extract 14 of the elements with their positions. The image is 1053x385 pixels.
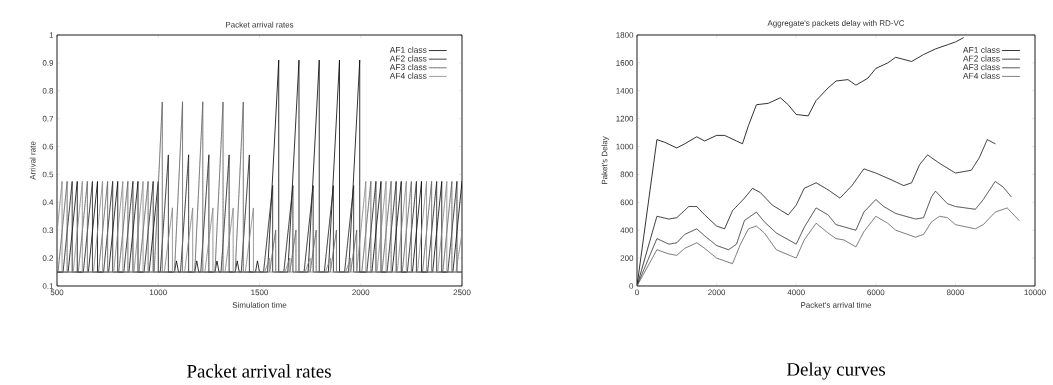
legend-label: AF3 class [389,63,427,71]
line-series [637,207,1020,286]
line-series [637,181,1012,286]
text: Delay curves [786,362,886,380]
legend-label: AF4 class [962,72,1000,79]
legend-label: AF2 class [389,55,427,62]
line-series [57,101,462,273]
legend-label: AF2 class [962,55,1000,62]
legend-label: AF1 class [962,46,1000,53]
legend-label: AF4 class [389,72,427,79]
legend-label: AF1 class [389,46,427,53]
text: Packet arrival rates [187,364,331,378]
legend-label: AF3 class [962,63,1000,71]
line-series [637,139,996,286]
